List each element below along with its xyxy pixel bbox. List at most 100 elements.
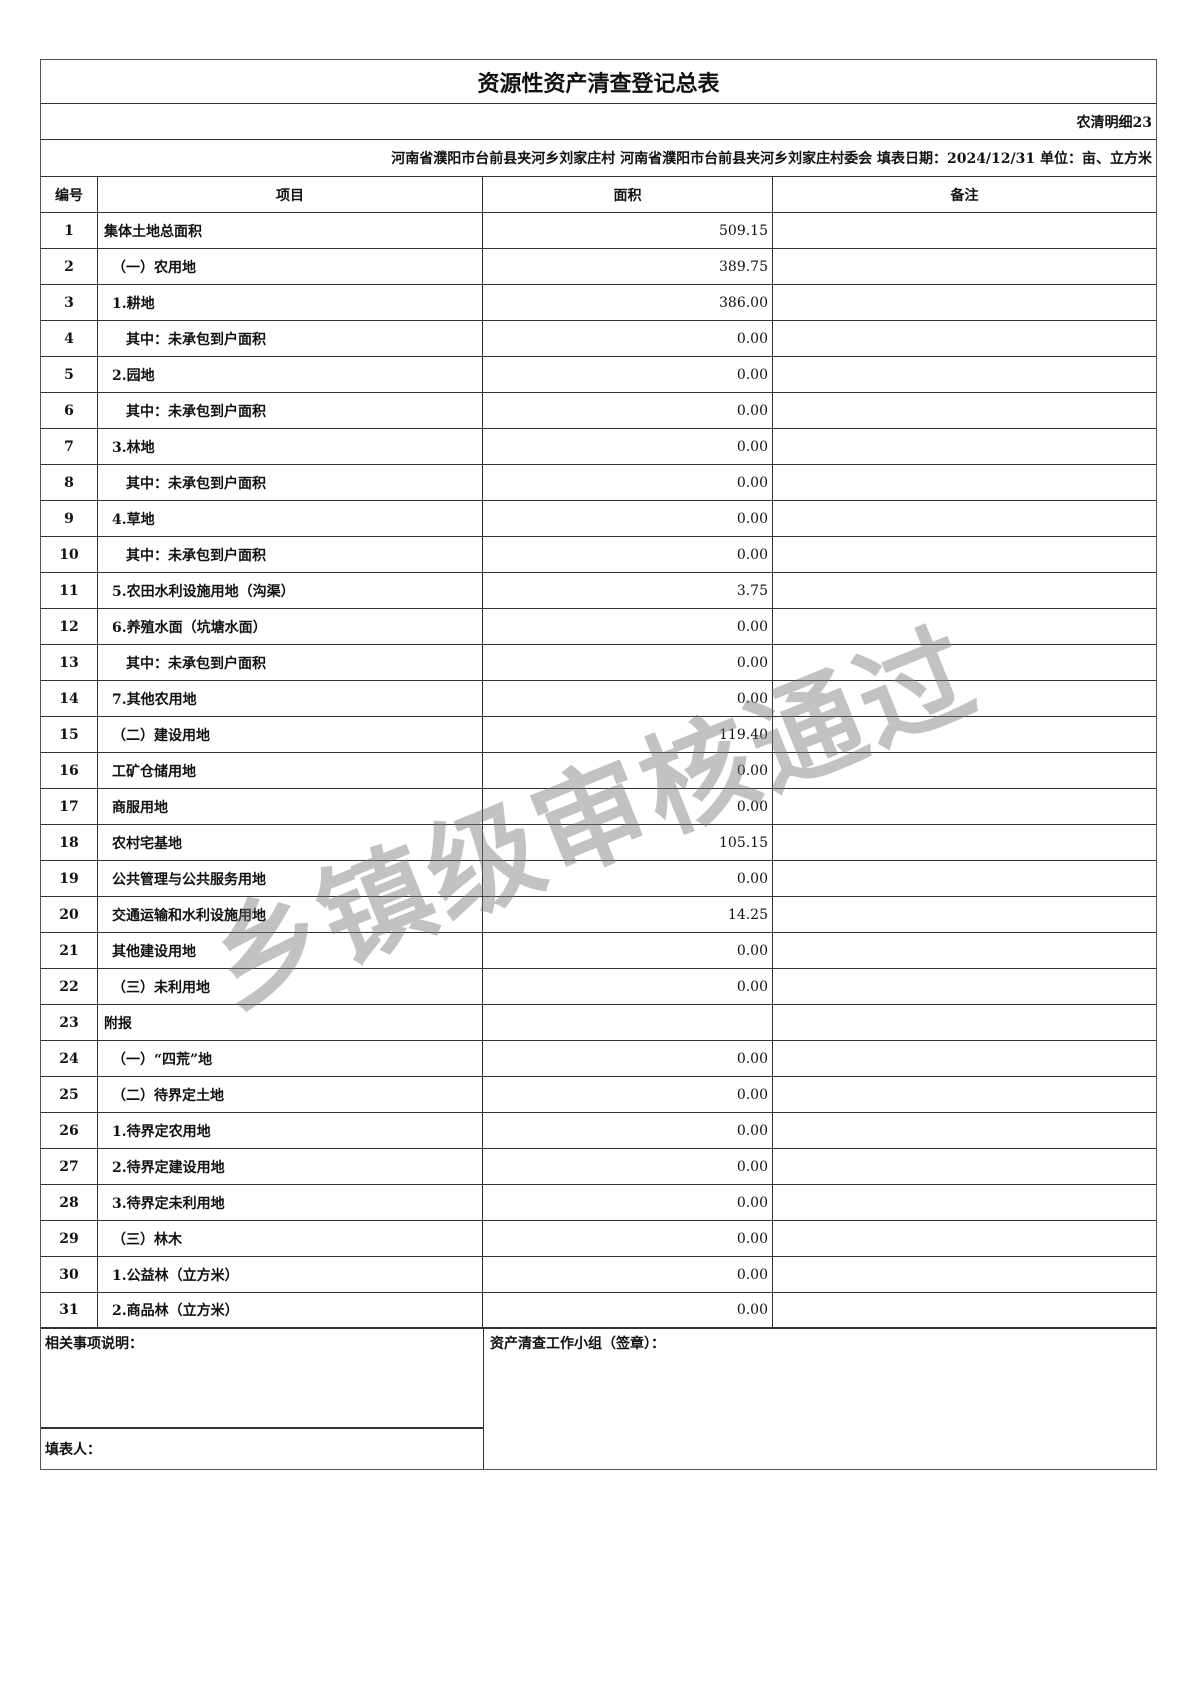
table-row: 2 （一）农用地 389.75 xyxy=(41,249,1156,285)
row-item: （二）待界定土地 xyxy=(98,1077,483,1112)
row-remark xyxy=(773,861,1156,896)
row-no: 4 xyxy=(41,321,98,356)
row-item: 附报 xyxy=(98,1005,483,1040)
table-row: 29 （三）林木 0.00 xyxy=(41,1221,1156,1257)
header-item: 项目 xyxy=(98,177,483,212)
form-code: 农清明细23 xyxy=(41,104,1156,140)
row-no: 21 xyxy=(41,933,98,968)
table-row: 23 附报 xyxy=(41,1005,1156,1041)
table-row: 19 公共管理与公共服务用地 0.00 xyxy=(41,861,1156,897)
row-area: 0.00 xyxy=(483,789,773,824)
row-no: 7 xyxy=(41,429,98,464)
row-item: （二）建设用地 xyxy=(98,717,483,752)
row-item: 1.耕地 xyxy=(98,285,483,320)
table-row: 26 1.待界定农用地 0.00 xyxy=(41,1113,1156,1149)
table-row: 28 3.待界定未利用地 0.00 xyxy=(41,1185,1156,1221)
row-no: 2 xyxy=(41,249,98,284)
row-no: 16 xyxy=(41,753,98,788)
row-remark xyxy=(773,753,1156,788)
table-row: 20 交通运输和水利设施用地 14.25 xyxy=(41,897,1156,933)
table-row: 4 其中：未承包到户面积 0.00 xyxy=(41,321,1156,357)
row-area: 0.00 xyxy=(483,537,773,572)
row-no: 29 xyxy=(41,1221,98,1256)
row-remark xyxy=(773,393,1156,428)
header-row: 编号 项目 面积 备注 xyxy=(41,177,1156,213)
row-area: 119.40 xyxy=(483,717,773,752)
row-no: 1 xyxy=(41,213,98,248)
table-row: 12 6.养殖水面（坑塘水面） 0.00 xyxy=(41,609,1156,645)
row-remark xyxy=(773,1113,1156,1148)
row-remark xyxy=(773,1041,1156,1076)
table-row: 18 农村宅基地 105.15 xyxy=(41,825,1156,861)
row-item: 7.其他农用地 xyxy=(98,681,483,716)
row-no: 8 xyxy=(41,465,98,500)
row-item: 公共管理与公共服务用地 xyxy=(98,861,483,896)
row-item: 3.林地 xyxy=(98,429,483,464)
row-item: 1.待界定农用地 xyxy=(98,1113,483,1148)
row-area: 0.00 xyxy=(483,429,773,464)
row-area: 0.00 xyxy=(483,969,773,1004)
row-area: 0.00 xyxy=(483,1041,773,1076)
table-row: 14 7.其他农用地 0.00 xyxy=(41,681,1156,717)
row-area: 0.00 xyxy=(483,393,773,428)
row-no: 11 xyxy=(41,573,98,608)
row-no: 13 xyxy=(41,645,98,680)
row-item: 2.园地 xyxy=(98,357,483,392)
table-row: 6 其中：未承包到户面积 0.00 xyxy=(41,393,1156,429)
row-no: 5 xyxy=(41,357,98,392)
info-line: 河南省濮阳市台前县夹河乡刘家庄村 河南省濮阳市台前县夹河乡刘家庄村委会 填表日期… xyxy=(41,140,1156,177)
table-row: 10 其中：未承包到户面积 0.00 xyxy=(41,537,1156,573)
row-no: 10 xyxy=(41,537,98,572)
row-remark xyxy=(773,789,1156,824)
row-area: 105.15 xyxy=(483,825,773,860)
row-remark xyxy=(773,501,1156,536)
table-row: 7 3.林地 0.00 xyxy=(41,429,1156,465)
row-area: 386.00 xyxy=(483,285,773,320)
row-no: 17 xyxy=(41,789,98,824)
footer: 相关事项说明： 填表人： 资产清查工作小组（签章）： xyxy=(41,1329,1156,1469)
row-no: 19 xyxy=(41,861,98,896)
row-remark xyxy=(773,1221,1156,1256)
row-item: 6.养殖水面（坑塘水面） xyxy=(98,609,483,644)
row-area: 0.00 xyxy=(483,1257,773,1292)
table-row: 24 （一）“四荒”地 0.00 xyxy=(41,1041,1156,1077)
row-area: 0.00 xyxy=(483,321,773,356)
row-no: 30 xyxy=(41,1257,98,1292)
row-item: （三）未利用地 xyxy=(98,969,483,1004)
row-no: 15 xyxy=(41,717,98,752)
table-row: 27 2.待界定建设用地 0.00 xyxy=(41,1149,1156,1185)
row-area: 3.75 xyxy=(483,573,773,608)
table-row: 22 （三）未利用地 0.00 xyxy=(41,969,1156,1005)
row-area: 0.00 xyxy=(483,1149,773,1184)
row-remark xyxy=(773,1185,1156,1220)
row-item: 2.商品林（立方米） xyxy=(98,1293,483,1327)
row-area: 0.00 xyxy=(483,681,773,716)
row-item: 1.公益林（立方米） xyxy=(98,1257,483,1292)
table-row: 17 商服用地 0.00 xyxy=(41,789,1156,825)
table-row: 1 集体土地总面积 509.15 xyxy=(41,213,1156,249)
row-item: 集体土地总面积 xyxy=(98,213,483,248)
row-item: （一）“四荒”地 xyxy=(98,1041,483,1076)
table-row: 25 （二）待界定土地 0.00 xyxy=(41,1077,1156,1113)
row-area: 0.00 xyxy=(483,609,773,644)
row-remark xyxy=(773,1077,1156,1112)
row-item: （三）林木 xyxy=(98,1221,483,1256)
table-row: 3 1.耕地 386.00 xyxy=(41,285,1156,321)
row-no: 28 xyxy=(41,1185,98,1220)
row-no: 27 xyxy=(41,1149,98,1184)
row-no: 25 xyxy=(41,1077,98,1112)
row-item: 其他建设用地 xyxy=(98,933,483,968)
table-row: 5 2.园地 0.00 xyxy=(41,357,1156,393)
row-area: 0.00 xyxy=(483,1113,773,1148)
row-remark xyxy=(773,897,1156,932)
row-remark xyxy=(773,933,1156,968)
notes-label: 相关事项说明： xyxy=(41,1329,483,1429)
row-area: 509.15 xyxy=(483,213,773,248)
row-remark xyxy=(773,1005,1156,1040)
row-no: 14 xyxy=(41,681,98,716)
filler-label: 填表人： xyxy=(45,1442,101,1458)
table-row: 31 2.商品林（立方米） 0.00 xyxy=(41,1293,1156,1329)
table-row: 16 工矿仓储用地 0.00 xyxy=(41,753,1156,789)
row-area: 0.00 xyxy=(483,465,773,500)
table-row: 8 其中：未承包到户面积 0.00 xyxy=(41,465,1156,501)
